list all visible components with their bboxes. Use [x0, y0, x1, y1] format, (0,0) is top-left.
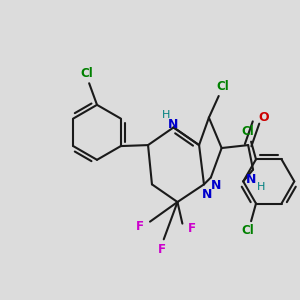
Text: F: F: [188, 222, 196, 235]
Text: Cl: Cl: [242, 125, 254, 138]
Text: H: H: [161, 110, 170, 120]
Text: H: H: [257, 182, 265, 192]
Text: N: N: [202, 188, 212, 201]
Text: N: N: [211, 179, 221, 192]
Text: F: F: [136, 220, 144, 233]
Text: N: N: [246, 173, 256, 186]
Text: Cl: Cl: [242, 224, 254, 238]
Text: N: N: [167, 118, 178, 131]
Text: Cl: Cl: [81, 67, 94, 80]
Text: Cl: Cl: [216, 80, 229, 93]
Text: F: F: [158, 243, 166, 256]
Text: O: O: [259, 111, 269, 124]
